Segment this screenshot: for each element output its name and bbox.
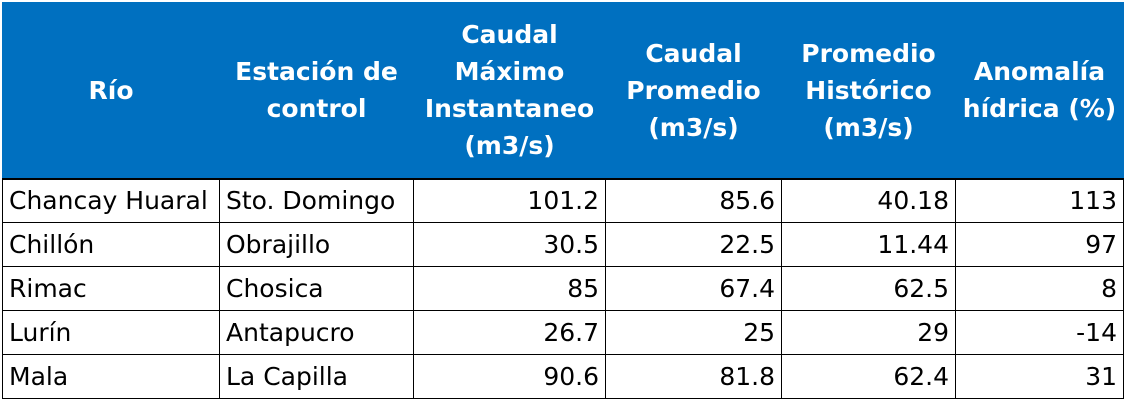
cell-anomalia: 97 <box>955 222 1124 267</box>
cell-anomalia: 8 <box>955 266 1124 311</box>
header-rio: Río <box>2 2 220 180</box>
cell-rio: Rimac <box>2 266 220 311</box>
header-caudal-promedio: Caudal Promedio (m3/s) <box>605 2 782 180</box>
table-body: Chancay Huaral Sto. Domingo 101.2 85.6 4… <box>2 178 1124 399</box>
cell-rio: Mala <box>2 354 220 399</box>
table-row: Lurín Antapucro 26.7 25 29 -14 <box>2 310 1124 355</box>
cell-caudal-promedio: 25 <box>605 310 782 355</box>
cell-promedio-historico: 62.5 <box>781 266 956 311</box>
cell-estacion: La Capilla <box>219 354 414 399</box>
table-header: Río Estación de control Caudal Máximo In… <box>2 2 1124 180</box>
cell-anomalia: 31 <box>955 354 1124 399</box>
cell-rio: Lurín <box>2 310 220 355</box>
cell-estacion: Obrajillo <box>219 222 414 267</box>
cell-caudal-maximo: 101.2 <box>413 178 606 223</box>
cell-caudal-maximo: 90.6 <box>413 354 606 399</box>
table-row: Chancay Huaral Sto. Domingo 101.2 85.6 4… <box>2 178 1124 223</box>
cell-promedio-historico: 29 <box>781 310 956 355</box>
header-estacion: Estación de control <box>219 2 414 180</box>
cell-estacion: Chosica <box>219 266 414 311</box>
header-promedio-historico: Promedio Histórico (m3/s) <box>781 2 956 180</box>
header-row: Río Estación de control Caudal Máximo In… <box>2 2 1124 180</box>
cell-promedio-historico: 11.44 <box>781 222 956 267</box>
cell-promedio-historico: 62.4 <box>781 354 956 399</box>
cell-caudal-promedio: 22.5 <box>605 222 782 267</box>
cell-caudal-promedio: 67.4 <box>605 266 782 311</box>
table-row: Chillón Obrajillo 30.5 22.5 11.44 97 <box>2 222 1124 267</box>
cell-estacion: Antapucro <box>219 310 414 355</box>
table-row: Rimac Chosica 85 67.4 62.5 8 <box>2 266 1124 311</box>
cell-caudal-maximo: 30.5 <box>413 222 606 267</box>
header-caudal-maximo: Caudal Máximo Instantaneo (m3/s) <box>413 2 606 180</box>
cell-promedio-historico: 40.18 <box>781 178 956 223</box>
cell-rio: Chancay Huaral <box>2 178 220 223</box>
cell-caudal-promedio: 81.8 <box>605 354 782 399</box>
header-anomalia: Anomalía hídrica (%) <box>955 2 1124 180</box>
cell-caudal-maximo: 26.7 <box>413 310 606 355</box>
cell-anomalia: 113 <box>955 178 1124 223</box>
river-flow-table: Río Estación de control Caudal Máximo In… <box>2 2 1124 399</box>
cell-estacion: Sto. Domingo <box>219 178 414 223</box>
table-row: Mala La Capilla 90.6 81.8 62.4 31 <box>2 354 1124 399</box>
cell-caudal-promedio: 85.6 <box>605 178 782 223</box>
cell-caudal-maximo: 85 <box>413 266 606 311</box>
cell-rio: Chillón <box>2 222 220 267</box>
cell-anomalia: -14 <box>955 310 1124 355</box>
